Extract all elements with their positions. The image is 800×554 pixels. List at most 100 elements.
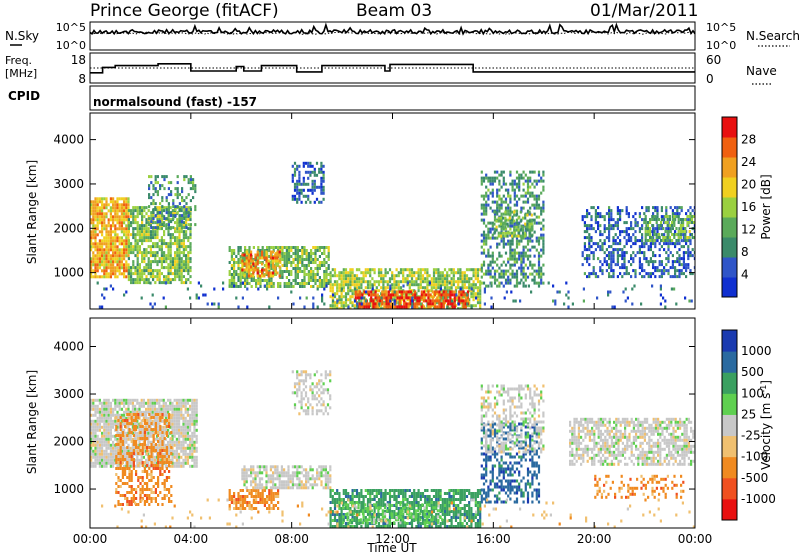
range-cell [524,194,527,198]
range-cell [537,263,541,267]
range-cell [393,290,396,294]
range-cell [485,176,488,180]
range-cell [509,248,512,252]
range-cell [485,254,488,258]
range-cell [96,452,99,456]
range-cell [594,215,597,219]
range-cell [682,266,685,270]
range-cell [329,295,332,299]
range-cell [347,280,350,284]
range-cell [479,268,482,272]
range-cell [485,185,488,189]
range-cell [482,218,486,222]
range-cell [333,268,337,272]
range-cell [123,410,126,414]
range-cell [619,254,622,258]
range-cell [167,278,170,282]
range-cell [101,203,104,207]
range-cell [265,265,268,269]
range-cell [608,266,611,270]
range-cell [533,278,536,282]
range-cell [530,228,533,232]
range-cell [432,283,436,287]
range-cell [537,170,541,174]
range-cell [497,231,500,235]
range-cell [90,461,93,465]
range-cell [487,176,490,180]
range-cell [671,239,674,242]
range-cell [520,224,523,228]
range-cell [279,285,282,288]
range-cell [90,257,93,261]
range-cell [103,401,106,405]
range-cell [147,263,150,267]
range-cell [515,209,519,213]
range-cell [129,428,132,432]
range-cell [356,305,359,309]
range-cell [336,274,339,278]
range-cell [141,251,144,255]
range-cell [316,273,319,276]
range-cell [406,292,409,296]
range-cell [118,404,121,408]
range-cell [147,233,150,237]
range-cell [588,233,591,237]
range-cell [230,252,233,255]
range-cell [109,242,112,246]
range-cell [112,245,115,249]
range-cell [441,271,444,275]
range-cell [160,410,163,414]
range-cell [156,254,159,258]
range-cell [515,213,518,217]
range-cell [230,258,233,261]
range-cell [369,301,372,305]
range-cell [684,296,687,300]
range-cell [588,272,591,276]
range-cell [533,254,536,258]
range-cell [676,275,679,279]
power-colorbar-frame [721,116,738,298]
range-cell [176,275,179,279]
range-cell [338,274,341,278]
range-cell [156,425,159,429]
range-cell [129,398,132,402]
range-cell [239,282,242,285]
range-cell [187,269,190,273]
range-cell [307,273,310,276]
range-cell [452,277,455,281]
range-cell [383,302,386,306]
range-cell [666,218,669,221]
range-cell [601,269,604,273]
range-cell [103,269,106,273]
range-cell [142,464,145,468]
range-cell [145,266,148,270]
range-cell [529,206,532,210]
range-cell [187,254,190,258]
range-cell [452,274,455,278]
range-cell [586,212,589,216]
range-cell [296,255,299,258]
range-cell [641,218,644,222]
range-cell [233,273,236,276]
range-cell [138,209,141,213]
range-cell [125,239,128,243]
range-cell [120,428,123,432]
range-cell [535,206,538,210]
range-cell [470,277,473,281]
range-cell [160,266,163,270]
range-cell [678,248,681,252]
range-cell [502,272,505,276]
range-cell [174,266,177,270]
range-cell [690,233,693,236]
range-cell [411,293,415,297]
range-cell [388,277,392,281]
range-cell [496,203,499,207]
range-cell [542,170,545,174]
range-cell [276,250,279,254]
range-cell [526,209,530,213]
range-cell [154,202,157,206]
range-cell [392,305,395,309]
range-cell [686,221,689,224]
range-cell [145,218,148,222]
